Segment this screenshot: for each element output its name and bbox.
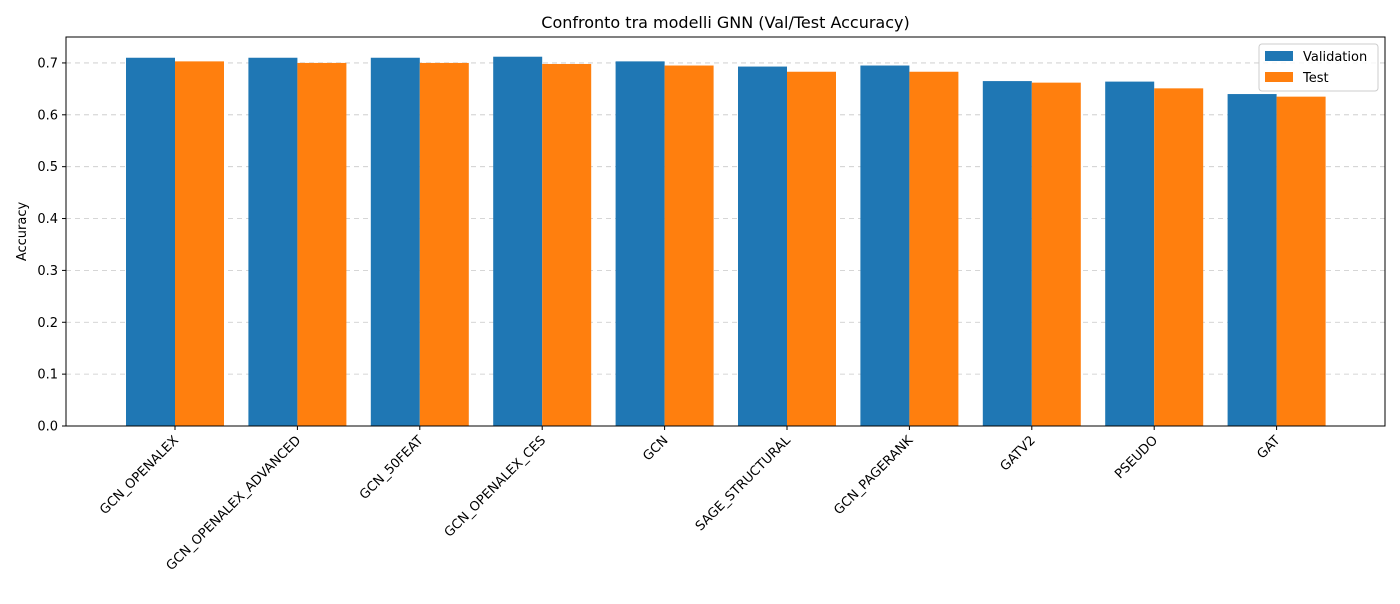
bar-validation-sage-structural <box>738 66 787 427</box>
bar-test-sage-structural <box>787 71 836 426</box>
bar-test-gcn-openalex <box>175 61 224 427</box>
bar-validation-gcn-pagerank <box>860 65 910 426</box>
legend-label-test: Test <box>1302 71 1329 86</box>
y-tick-label: 0.6 <box>37 108 58 123</box>
bar-test-gcn-50feat <box>419 62 469 426</box>
x-tick-label: GCN_OPENALEX_ADVANCED <box>164 433 305 574</box>
x-tick-label: GATV2 <box>998 433 1039 474</box>
x-tick-label: SAGE_STRUCTURAL <box>693 433 795 535</box>
y-tick-label: 0.2 <box>37 316 58 331</box>
y-tick-label: 0.7 <box>37 56 58 71</box>
bar-test-gcn-openalex-advanced <box>297 62 347 426</box>
bar-test-gcn-pagerank <box>909 71 959 426</box>
legend-swatch-test <box>1265 72 1293 82</box>
legend-swatch-validation <box>1265 51 1293 61</box>
chart-title: Confronto tra modelli GNN (Val/Test Accu… <box>541 13 909 32</box>
y-axis-label: Accuracy <box>15 202 30 262</box>
x-tick-label: GCN_OPENALEX <box>97 433 182 518</box>
bar-validation-gcn-50feat <box>370 57 420 426</box>
bar-test-gcn-openalex-ces <box>542 63 592 426</box>
bar-validation-gatv2 <box>982 81 1032 426</box>
legend: Validation Test <box>1258 43 1379 92</box>
x-tick-label: GCN_PAGERANK <box>831 433 916 518</box>
y-tick-label: 0.0 <box>37 420 58 435</box>
bar-test-gcn <box>664 65 714 426</box>
bar-test-gat <box>1276 96 1326 426</box>
bar-validation-gcn-openalex-ces <box>493 56 543 427</box>
axes <box>65 36 1386 427</box>
plot-frame <box>65 36 1386 427</box>
x-tick-label: GCN_OPENALEX_CES <box>442 433 549 540</box>
y-tick-label: 0.4 <box>37 212 58 227</box>
bar-test-pseudo <box>1154 88 1204 427</box>
bar-validation-gat <box>1227 94 1277 426</box>
bar-validation-gcn <box>615 61 665 427</box>
x-tick-label: GAT <box>1255 433 1284 462</box>
y-axis-ticks: 0.0 0.1 0.2 0.3 0.4 0.5 0.6 0.7 <box>37 56 66 435</box>
bars <box>126 56 1326 427</box>
y-tick-label: 0.5 <box>37 160 58 175</box>
x-tick-label: GCN_50FEAT <box>357 433 427 503</box>
legend-label-validation: Validation <box>1303 50 1367 65</box>
bar-validation-pseudo <box>1105 81 1155 426</box>
bar-test-gatv2 <box>1031 82 1081 426</box>
bar-validation-gcn-openalex <box>126 57 175 426</box>
x-tick-label: PSEUDO <box>1112 433 1161 482</box>
y-tick-label: 0.1 <box>37 368 58 383</box>
y-tick-label: 0.3 <box>37 264 58 279</box>
x-tick-label: GCN <box>640 433 671 464</box>
bar-validation-gcn-openalex-advanced <box>248 57 298 426</box>
